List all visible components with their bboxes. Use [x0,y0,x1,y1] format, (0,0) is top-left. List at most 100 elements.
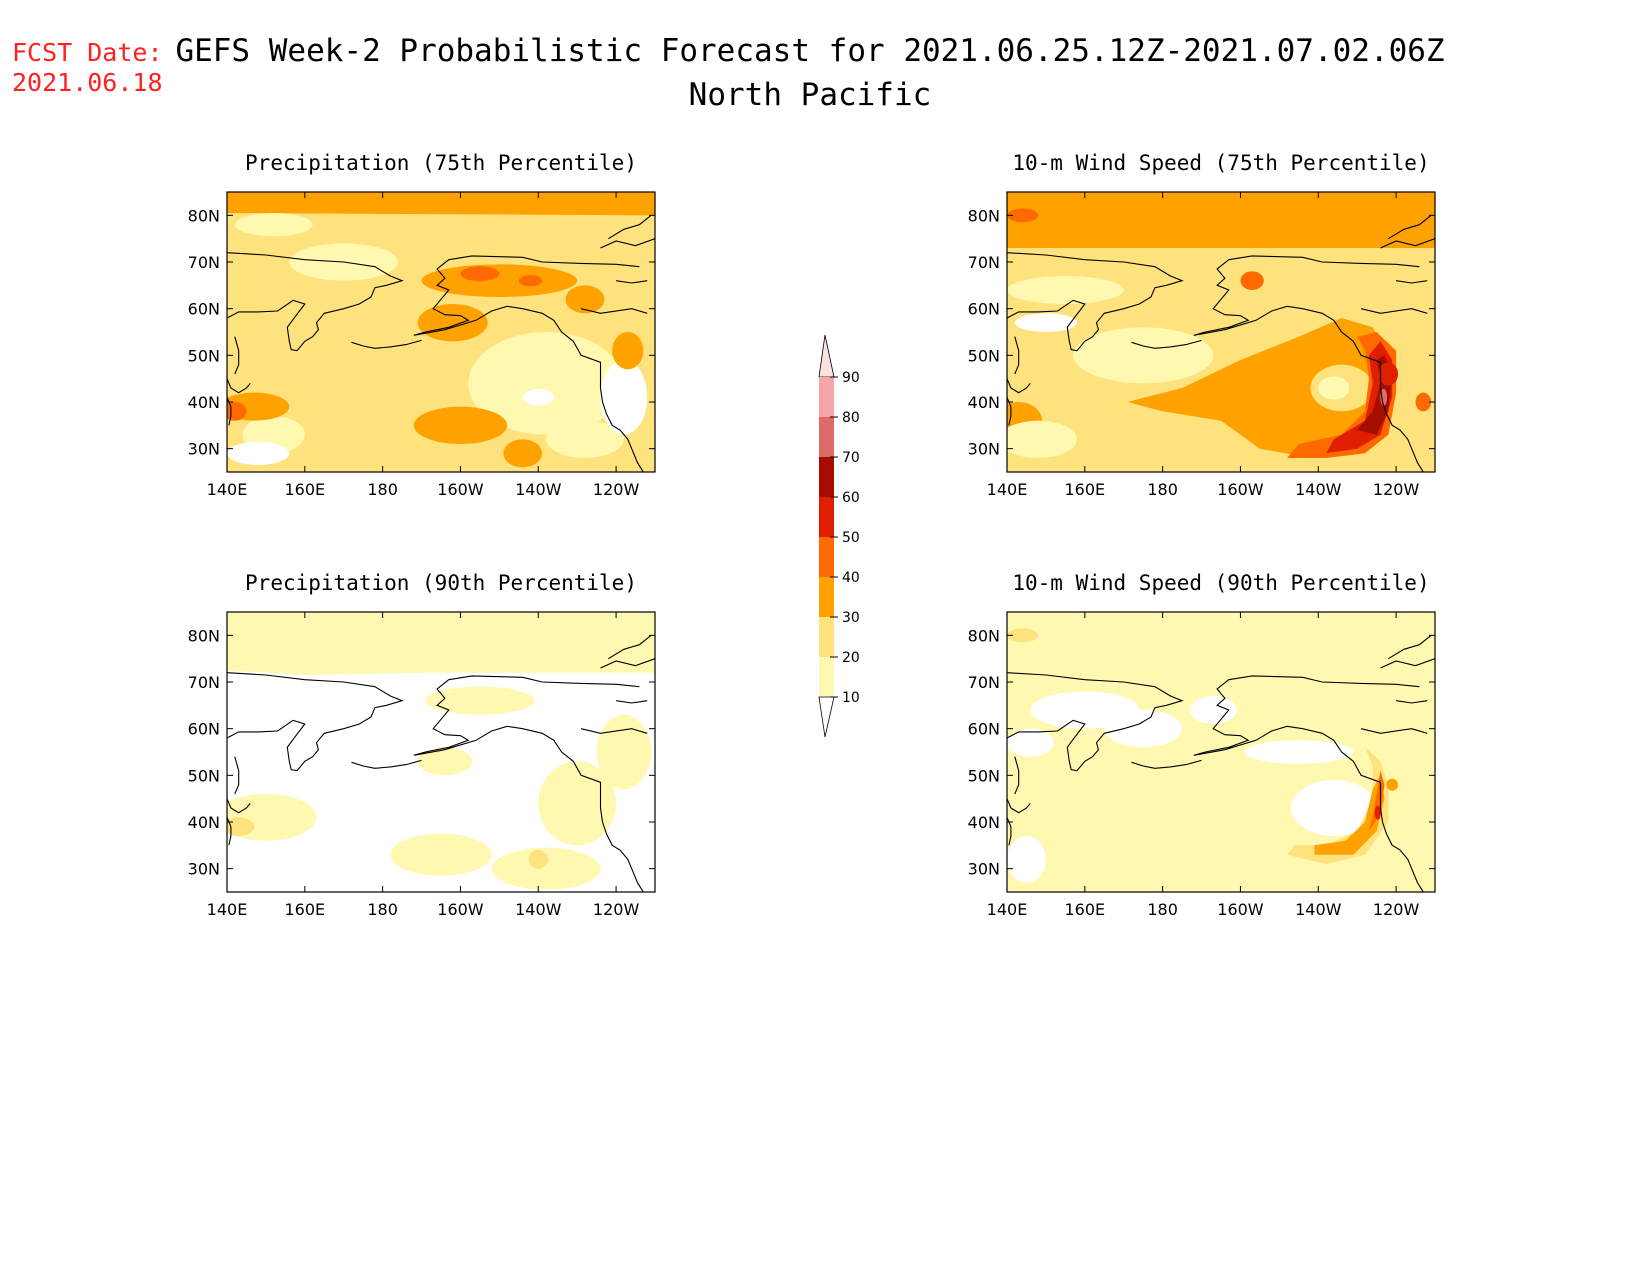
map-svg: 10-m Wind Speed (75th Percentile) 140E 160… [968,151,1436,499]
map-svg: Precipitation (90th Percentile) 140E 160E 1… [188,571,656,919]
coastline [1193,675,1424,892]
lon-tick-label: 140E [987,900,1028,919]
map-svg: Precipitation (75th Percentile) 140E 160E 1… [188,151,656,499]
lat-tick-label: 80N [188,206,220,225]
field-arc-orange [1314,775,1385,855]
field-patch-white [1014,313,1078,332]
lat-tick-label: 70N [968,673,1000,692]
coastline [227,672,404,772]
lat-tick-label: 60N [188,720,220,739]
panel-title: Precipitation (75th Percentile) [245,151,637,175]
lat-tick-label: 70N [968,253,1000,272]
coastline [1360,728,1428,734]
field-patch-white [227,441,290,466]
legend-swatch [819,497,834,537]
coastline [1388,214,1432,240]
field-patch [390,833,492,876]
lat-tick-label: 70N [188,253,220,272]
map-frame [1006,611,1436,893]
field-arc-center [1318,376,1350,400]
field-patch-white [1007,836,1046,883]
coastline [1131,339,1202,349]
main-title: GEFS Week-2 Probabilistic Forecast for 2… [175,33,1445,69]
field-patch-white [1104,710,1183,748]
legend-svg: 90 80 70 60 50 40 30 20 10 [818,334,860,738]
coastline [600,238,655,249]
map-panel-wind-75: 10-m Wind Speed (75th Percentile) 140E 160… [950,148,1436,528]
lat-tick-label: 50N [968,766,1000,785]
legend-swatch [819,417,834,457]
coastlines [1007,634,1435,892]
coastline [1380,658,1435,669]
lat-tick-label: 60N [188,300,220,319]
lat-tick-label: 50N [188,346,220,365]
coastline [1380,238,1435,249]
field-core [518,275,543,287]
map-svg: 10-m Wind Speed (90th Percentile) 140E 160… [968,571,1436,919]
lon-tick-label: 160W [1217,480,1264,499]
field-blob [413,406,508,445]
lat-tick-label: 80N [968,206,1000,225]
field-patch [234,213,313,237]
map-panel-precip-75: Precipitation (75th Percentile) 140E 160E 1… [170,148,656,528]
coastline [351,759,422,769]
coastline [608,634,652,660]
legend-level-label: 70 [842,450,860,466]
field-patch [468,332,624,435]
field-patch [538,761,617,846]
lat-tick-label: 30N [968,440,1000,459]
panel-title: Precipitation (90th Percentile) [245,571,637,595]
coastlines [227,634,655,892]
legend-swatch [819,537,834,577]
field-blob [227,817,255,836]
coastline [227,798,251,814]
lon-tick-label: 160E [1064,900,1105,919]
lat-tick-label: 60N [968,720,1000,739]
field-patch [1007,276,1124,304]
lat-tick-label: 30N [188,440,220,459]
lat-tick-label: 40N [968,813,1000,832]
coastline [580,728,648,734]
lon-tick-label: 140E [207,480,248,499]
coastline [1193,255,1424,472]
coastline [413,675,644,892]
coastline [1007,672,1184,772]
lon-tick-label: 180 [1147,900,1178,919]
field-patch-white [522,388,554,406]
lon-tick-label: 160W [437,900,484,919]
lon-tick-label: 180 [367,480,398,499]
color-legend: 90 80 70 60 50 40 30 20 10 [812,334,872,745]
lon-tick-label: 140W [1295,480,1342,499]
field-patch [1007,420,1078,458]
forecast-date-label: FCST Date: [12,38,163,67]
map-frame [226,191,656,473]
legend-level-label: 90 [842,370,860,386]
legend-swatch [819,577,834,617]
forecast-date-value: 2021.06.18 [12,68,163,97]
lat-tick-label: 80N [188,626,220,645]
map-panel-wind-90: 10-m Wind Speed (90th Percentile) 140E 160… [950,568,1436,948]
lon-tick-label: 160W [1217,900,1264,919]
field-patch-white [1291,780,1377,836]
legend-swatch [819,657,834,697]
lon-tick-label: 140E [987,480,1028,499]
coastline [234,756,240,795]
forecast-date-block: FCST Date: 2021.06.18 [12,38,163,98]
field-blob [1240,271,1264,290]
legend-swatch [819,377,834,417]
lat-tick-label: 40N [188,813,220,832]
field-patch [596,714,652,790]
field-patch-white [1189,696,1237,724]
legend-level-label: 80 [842,410,860,426]
main-subtitle: North Pacific [688,77,932,113]
lon-tick-label: 140W [515,900,562,919]
coastline [1007,798,1031,814]
legend-level-label: 20 [842,650,860,666]
coastline [1396,700,1428,704]
map-frame [226,611,656,893]
field-core [460,266,500,282]
map-frame [1006,191,1436,473]
lat-tick-label: 30N [188,860,220,879]
field-blob [1378,362,1399,386]
coastline [616,280,648,284]
